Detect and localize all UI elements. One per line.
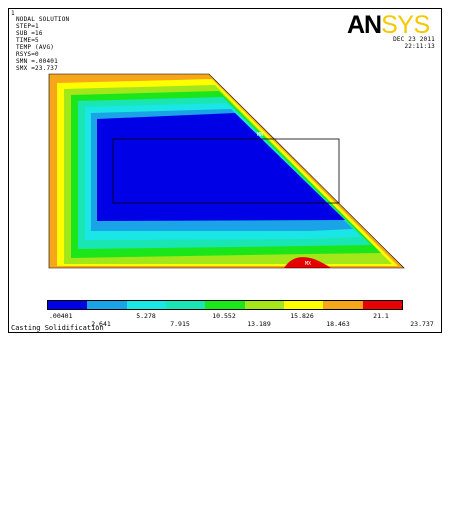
ansys-logo: ANSYS <box>347 12 443 38</box>
legend-swatch <box>165 301 206 309</box>
info-line: SUB =16 <box>16 30 43 37</box>
mx-marker: MX <box>305 261 311 267</box>
legend-label: 7.915 <box>170 320 190 328</box>
date-time-block: DEC 23 2011 22:11:13 <box>393 37 435 51</box>
legend-label: 5.278 <box>136 312 156 320</box>
legend-label: 13.189 <box>247 320 271 328</box>
model-outline <box>48 73 405 269</box>
legend-swatch <box>48 301 88 309</box>
legend-swatch <box>244 301 284 309</box>
band-red-hotspot <box>284 257 331 268</box>
legend-swatch <box>283 301 324 309</box>
graphics-window[interactable]: 1 NODAL SOLUTION STEP=1 SUB =16 TIME=5 T… <box>8 8 442 333</box>
legend-label: 21.1 <box>373 312 389 320</box>
logo-sys: SYS <box>381 11 430 39</box>
legend-label: .00401 <box>49 312 73 320</box>
contour-legend-bar <box>47 300 403 310</box>
mn-marker: MN <box>257 132 263 138</box>
band-blue <box>97 113 345 221</box>
contour-bands <box>49 74 404 268</box>
window-number: 1 <box>11 10 15 17</box>
legend-swatch <box>362 301 402 309</box>
legend-label: 2.641 <box>91 320 111 328</box>
legend-swatch <box>87 301 127 309</box>
legend-label: 18.463 <box>326 320 350 328</box>
plot-caption: Casting Solidification <box>11 324 104 332</box>
info-line: TIME=5 <box>16 37 39 44</box>
info-line: STEP=1 <box>16 23 39 30</box>
info-line: SMX =23.737 <box>16 65 58 72</box>
legend-swatch <box>126 301 166 309</box>
date-label: DEC 23 2011 <box>393 36 435 43</box>
info-line: NODAL SOLUTION <box>16 16 70 23</box>
legend-label: 23.737 <box>410 320 434 328</box>
info-line: SMN =.00401 <box>16 58 58 65</box>
time-label: 22:11:13 <box>404 43 435 50</box>
core-region-outline <box>112 138 340 204</box>
contour-plot: MN MX <box>48 73 405 269</box>
legend-label: 10.552 <box>212 312 236 320</box>
logo-an: AN <box>347 11 382 39</box>
solution-info-block: NODAL SOLUTION STEP=1 SUB =16 TIME=5 TEM… <box>16 17 69 73</box>
info-line: TEMP (AVG) <box>16 44 55 51</box>
info-line: RSYS=0 <box>16 51 39 58</box>
legend-swatch <box>205 301 245 309</box>
legend-swatch <box>323 301 363 309</box>
legend-label: 15.826 <box>290 312 314 320</box>
